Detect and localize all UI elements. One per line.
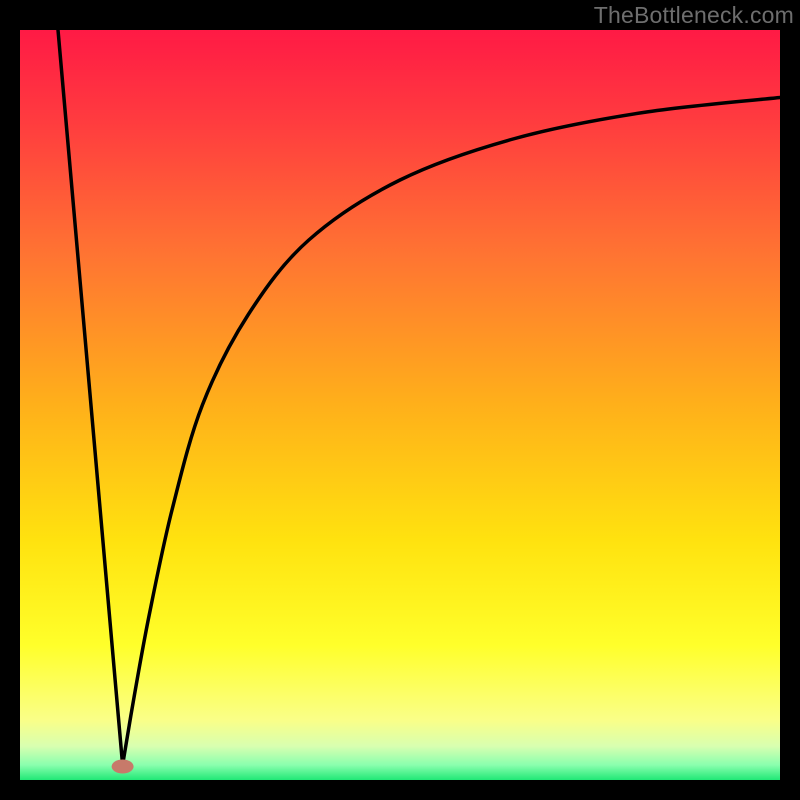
plot-background-gradient [20,30,780,780]
watermark-text: TheBottleneck.com [594,2,794,29]
chart-container: TheBottleneck.com [0,0,800,800]
